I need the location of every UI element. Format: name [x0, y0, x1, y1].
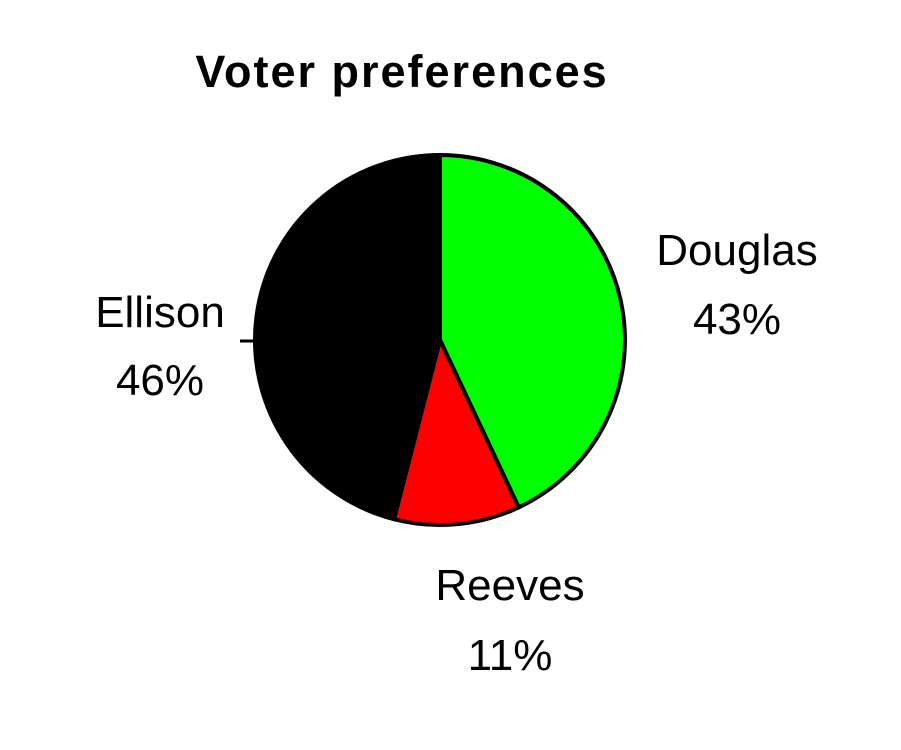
pie-slices: [252, 153, 627, 527]
pie-slice-reeves: [391, 338, 521, 527]
slice-label-ellison: Ellison: [95, 288, 225, 337]
slice-labels: Douglas 43% Reeves 11% Ellison 46%: [95, 226, 818, 680]
slice-label-douglas: Douglas: [656, 226, 817, 275]
slice-value-ellison: 46%: [116, 356, 204, 405]
chart-title: Voter preferences: [195, 46, 608, 97]
slice-value-douglas: 43%: [693, 295, 781, 344]
pie-slice-douglas: [438, 153, 627, 510]
pie-slice-ellison: [252, 153, 442, 522]
slice-value-reeves: 11%: [468, 631, 553, 680]
slice-label-reeves: Reeves: [435, 561, 584, 610]
